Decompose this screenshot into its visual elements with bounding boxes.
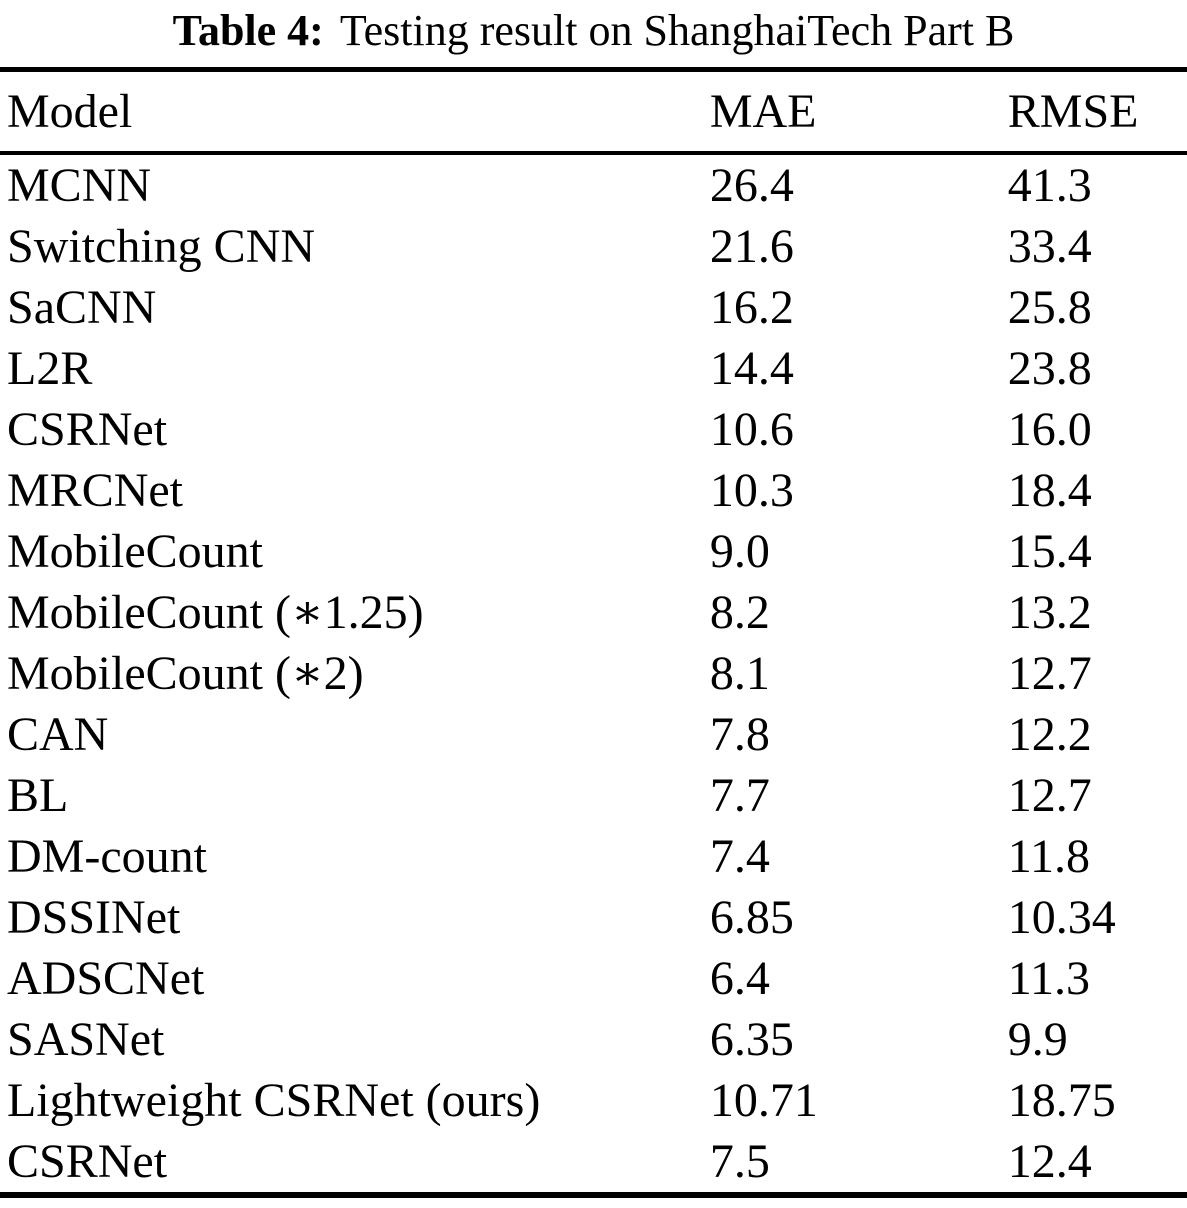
rmse-cell: 33.4 bbox=[1007, 219, 1092, 273]
rmse-cell: 16.0 bbox=[1007, 402, 1092, 456]
rmse-cell: 12.2 bbox=[1007, 707, 1092, 761]
rmse-cell: 11.3 bbox=[1007, 951, 1090, 1005]
model-cell: ADSCNet bbox=[7, 951, 205, 1005]
results-table-body: MCNN 26.4 41.3 Switching CNN 21.6 33.4 SaCNN 16… bbox=[0, 153, 1187, 1195]
model-cell: MRCNet bbox=[7, 463, 184, 517]
rmse-cell: 23.8 bbox=[1007, 341, 1092, 395]
rmse-cell: 12.4 bbox=[1007, 1134, 1092, 1188]
mae-cell: 8.1 bbox=[709, 646, 770, 700]
model-cell: DM-count bbox=[7, 829, 207, 883]
rmse-cell: 12.7 bbox=[1007, 768, 1092, 822]
rmse-cell: 18.4 bbox=[1007, 463, 1092, 517]
table-row: L2R 14.4 23.8 bbox=[0, 338, 1187, 399]
mae-cell: 6.4 bbox=[709, 951, 770, 1005]
rmse-cell: 41.3 bbox=[1007, 158, 1092, 212]
rmse-cell: 10.34 bbox=[1007, 890, 1116, 944]
mae-cell: 6.85 bbox=[709, 890, 794, 944]
table-row: MCNN 26.4 41.3 bbox=[0, 153, 1187, 216]
model-cell: SASNet bbox=[7, 1012, 165, 1066]
model-cell: MCNN bbox=[7, 158, 152, 212]
mae-cell: 10.6 bbox=[709, 402, 794, 456]
results-table-header: Model MAE RMSE bbox=[0, 69, 1187, 155]
rmse-cell: 11.8 bbox=[1007, 829, 1090, 883]
mae-cell: 7.7 bbox=[709, 768, 770, 822]
header-row: Model MAE RMSE bbox=[0, 69, 1187, 155]
model-cell: SaCNN bbox=[7, 280, 157, 334]
mae-cell: 6.35 bbox=[709, 1012, 794, 1066]
rmse-cell: 18.75 bbox=[1007, 1073, 1116, 1127]
table-row: CAN 7.8 12.2 bbox=[0, 704, 1187, 765]
mae-cell: 8.2 bbox=[709, 585, 770, 639]
table-caption-label: Table 4: bbox=[172, 6, 324, 55]
mae-cell: 9.0 bbox=[709, 524, 770, 578]
mae-cell: 7.4 bbox=[709, 829, 770, 883]
table-row: SaCNN 16.2 25.8 bbox=[0, 277, 1187, 338]
model-cell: CSRNet bbox=[7, 1134, 168, 1188]
table-row: CSRNet 10.6 16.0 bbox=[0, 399, 1187, 460]
model-cell: MobileCount (∗2) bbox=[7, 646, 364, 700]
rmse-cell: 15.4 bbox=[1007, 524, 1092, 578]
model-cell: DSSINet bbox=[7, 890, 181, 944]
rmse-cell: 12.7 bbox=[1007, 646, 1092, 700]
table-row: MobileCount (∗2) 8.1 12.7 bbox=[0, 643, 1187, 704]
model-cell: L2R bbox=[7, 341, 93, 395]
table-row: Switching CNN 21.6 33.4 bbox=[0, 216, 1187, 277]
model-cell: MobileCount bbox=[7, 524, 264, 578]
table-caption: Table 4: Testing result on ShanghaiTech P… bbox=[0, 0, 1187, 58]
table-row: MobileCount 9.0 15.4 bbox=[0, 521, 1187, 582]
results-table: Model MAE RMSE MCNN 26.4 41.3 Switching CNN… bbox=[0, 67, 1187, 1198]
mae-cell: 7.5 bbox=[709, 1134, 770, 1188]
column-header-model: Model bbox=[0, 69, 710, 155]
table-row: MRCNet 10.3 18.4 bbox=[0, 460, 1187, 521]
table-row: DSSINet 6.85 10.34 bbox=[0, 887, 1187, 948]
column-header-mae: MAE bbox=[709, 69, 1008, 155]
table-row: DM-count 7.4 11.8 bbox=[0, 826, 1187, 887]
rmse-cell: 13.2 bbox=[1007, 585, 1092, 639]
table-row: MobileCount (∗1.25) 8.2 13.2 bbox=[0, 582, 1187, 643]
table-caption-text: Testing result on ShanghaiTech Part B bbox=[339, 6, 1015, 55]
mae-cell: 7.8 bbox=[709, 707, 770, 761]
model-cell: Switching CNN bbox=[7, 219, 316, 273]
model-cell: Lightweight CSRNet (ours) bbox=[7, 1073, 541, 1127]
table-row: ADSCNet 6.4 11.3 bbox=[0, 948, 1187, 1009]
model-cell: CAN bbox=[7, 707, 109, 761]
column-header-rmse: RMSE bbox=[1007, 69, 1187, 155]
mae-cell: 26.4 bbox=[709, 158, 794, 212]
table-row: BL 7.7 12.7 bbox=[0, 765, 1187, 826]
mae-cell: 14.4 bbox=[709, 341, 794, 395]
table-row: CSRNet 7.5 12.4 bbox=[0, 1131, 1187, 1195]
model-cell: MobileCount (∗1.25) bbox=[7, 585, 424, 639]
table-row: SASNet 6.35 9.9 bbox=[0, 1009, 1187, 1070]
mae-cell: 10.3 bbox=[709, 463, 794, 517]
rmse-cell: 9.9 bbox=[1007, 1012, 1068, 1066]
mae-cell: 16.2 bbox=[709, 280, 794, 334]
mae-cell: 10.71 bbox=[709, 1073, 818, 1127]
model-cell: BL bbox=[7, 768, 69, 822]
rmse-cell: 25.8 bbox=[1007, 280, 1092, 334]
table-row: Lightweight CSRNet (ours) 10.71 18.75 bbox=[0, 1070, 1187, 1131]
model-cell: CSRNet bbox=[7, 402, 168, 456]
mae-cell: 21.6 bbox=[709, 219, 794, 273]
